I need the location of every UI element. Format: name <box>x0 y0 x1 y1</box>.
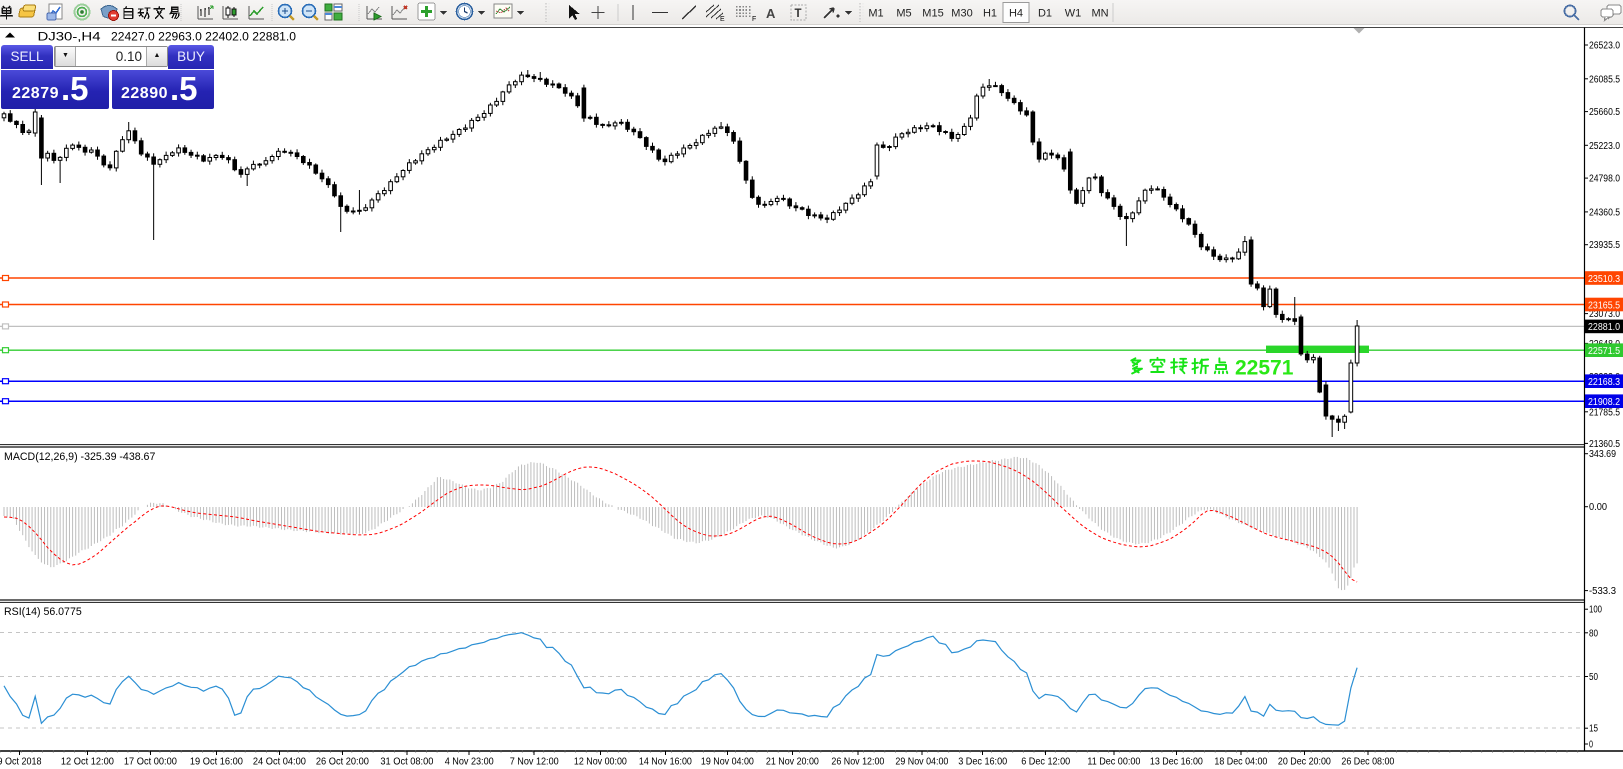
svg-text:26 Nov 12:00: 26 Nov 12:00 <box>831 757 884 768</box>
svg-text:E: E <box>720 16 725 23</box>
svg-text:23510.3: 23510.3 <box>1588 274 1620 285</box>
svg-text:22168.3: 22168.3 <box>1588 377 1620 388</box>
svg-text:24798.0: 24798.0 <box>1589 174 1620 185</box>
svg-text:9 Oct 2018: 9 Oct 2018 <box>0 757 42 768</box>
svg-text:0: 0 <box>1589 740 1593 751</box>
svg-text:RSI(14) 56.0775: RSI(14) 56.0775 <box>4 606 82 618</box>
svg-text:22571: 22571 <box>1235 357 1294 380</box>
svg-text:DJ30-,H4: DJ30-,H4 <box>38 30 101 44</box>
svg-text:20 Dec 20:00: 20 Dec 20:00 <box>1278 757 1331 768</box>
svg-text:6 Dec 12:00: 6 Dec 12:00 <box>1021 757 1070 768</box>
svg-text:14 Nov 16:00: 14 Nov 16:00 <box>639 757 692 768</box>
svg-text:0.00: 0.00 <box>1589 502 1607 513</box>
svg-text:D1: D1 <box>1038 8 1052 20</box>
svg-text:29 Nov 04:00: 29 Nov 04:00 <box>895 757 948 768</box>
svg-text:23935.5: 23935.5 <box>1589 240 1620 251</box>
svg-text:15: 15 <box>1589 724 1598 735</box>
svg-text:26 Oct 20:00: 26 Oct 20:00 <box>316 757 369 768</box>
svg-text:343.69: 343.69 <box>1589 449 1616 460</box>
svg-text:W1: W1 <box>1065 8 1082 20</box>
svg-text:3 Dec 16:00: 3 Dec 16:00 <box>958 757 1007 768</box>
svg-text:25223.0: 25223.0 <box>1589 141 1620 152</box>
svg-text:M30: M30 <box>951 8 972 20</box>
svg-text:21 Nov 20:00: 21 Nov 20:00 <box>766 757 819 768</box>
svg-text:19 Oct 16:00: 19 Oct 16:00 <box>190 757 243 768</box>
svg-text:MACD(12,26,9) -325.39 -438.67: MACD(12,26,9) -325.39 -438.67 <box>4 451 155 463</box>
svg-text:22881.0: 22881.0 <box>1588 322 1620 333</box>
svg-text:11 Dec 00:00: 11 Dec 00:00 <box>1087 757 1140 768</box>
svg-text:A: A <box>766 6 776 21</box>
svg-text:F: F <box>752 16 756 23</box>
svg-text:17 Oct 00:00: 17 Oct 00:00 <box>124 757 177 768</box>
svg-text:22571.5: 22571.5 <box>1588 346 1620 357</box>
svg-text:M15: M15 <box>922 8 943 20</box>
svg-text:26085.5: 26085.5 <box>1589 74 1620 85</box>
svg-text:H4: H4 <box>1009 8 1023 20</box>
svg-text:7 Nov 12:00: 7 Nov 12:00 <box>510 757 559 768</box>
svg-text:19 Nov 04:00: 19 Nov 04:00 <box>701 757 754 768</box>
svg-text:23165.5: 23165.5 <box>1588 300 1620 311</box>
svg-text:22427.0 22963.0 22402.0 22881.: 22427.0 22963.0 22402.0 22881.0 <box>111 30 296 44</box>
svg-text:H1: H1 <box>983 8 997 20</box>
svg-text:T: T <box>795 8 802 20</box>
svg-text:24 Oct 04:00: 24 Oct 04:00 <box>253 757 306 768</box>
svg-text:26523.0: 26523.0 <box>1589 41 1620 52</box>
svg-text:23073.0: 23073.0 <box>1589 309 1620 320</box>
svg-text:21908.2: 21908.2 <box>1588 397 1620 408</box>
svg-text:25660.5: 25660.5 <box>1589 107 1620 118</box>
svg-text:18 Dec 04:00: 18 Dec 04:00 <box>1214 757 1267 768</box>
svg-text:26 Dec 08:00: 26 Dec 08:00 <box>1341 757 1394 768</box>
svg-text:MN: MN <box>1091 8 1108 20</box>
svg-text:M5: M5 <box>896 8 911 20</box>
svg-text:24360.5: 24360.5 <box>1589 207 1620 218</box>
svg-text:-533.3: -533.3 <box>1589 586 1616 597</box>
svg-text:50: 50 <box>1589 672 1598 683</box>
svg-text:80: 80 <box>1589 628 1598 639</box>
svg-text:4 Nov 23:00: 4 Nov 23:00 <box>445 757 494 768</box>
svg-text:100: 100 <box>1589 605 1602 616</box>
svg-text:21360.5: 21360.5 <box>1589 439 1620 450</box>
svg-text:13 Dec 16:00: 13 Dec 16:00 <box>1150 757 1203 768</box>
svg-text:12 Nov 00:00: 12 Nov 00:00 <box>574 757 627 768</box>
svg-text:21785.5: 21785.5 <box>1589 407 1620 418</box>
svg-text:31 Oct 08:00: 31 Oct 08:00 <box>380 757 433 768</box>
svg-text:M1: M1 <box>868 8 883 20</box>
svg-text:12 Oct 12:00: 12 Oct 12:00 <box>61 757 114 768</box>
